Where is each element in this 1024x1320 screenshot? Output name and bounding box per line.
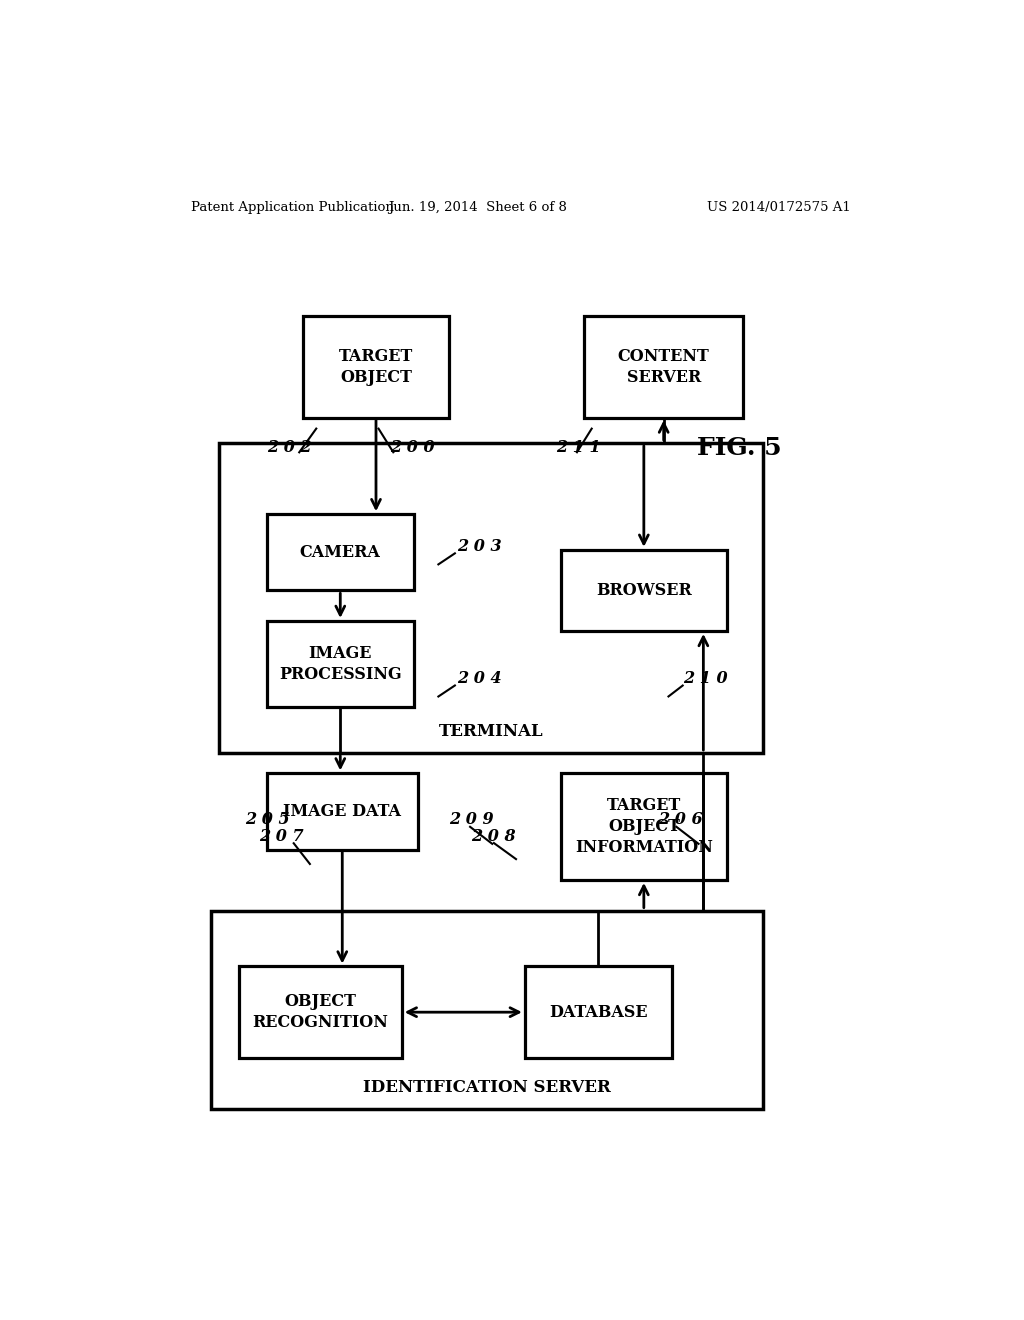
Bar <box>524 966 672 1057</box>
Text: IMAGE
PROCESSING: IMAGE PROCESSING <box>279 645 401 682</box>
Bar <box>303 315 450 417</box>
Bar <box>267 620 414 708</box>
Text: 2 0 9: 2 0 9 <box>450 810 494 828</box>
Text: 2 0 4: 2 0 4 <box>458 671 502 688</box>
Text: DATABASE: DATABASE <box>549 1003 647 1020</box>
Text: 2 1 1: 2 1 1 <box>557 438 601 455</box>
Text: 2 0 7: 2 0 7 <box>259 828 303 845</box>
Text: TARGET
OBJECT: TARGET OBJECT <box>339 347 413 385</box>
Text: 2 0 3: 2 0 3 <box>458 539 502 556</box>
Text: 2 0 8: 2 0 8 <box>471 828 515 845</box>
Text: 2 0 2: 2 0 2 <box>267 438 311 455</box>
Text: BROWSER: BROWSER <box>596 582 692 599</box>
Bar <box>211 911 763 1109</box>
Text: 2 0 6: 2 0 6 <box>658 810 702 828</box>
Text: CAMERA: CAMERA <box>300 544 381 561</box>
Text: US 2014/0172575 A1: US 2014/0172575 A1 <box>707 201 851 214</box>
Bar <box>585 315 743 417</box>
Text: 2 1 0: 2 1 0 <box>684 671 728 688</box>
Text: 2 0 5: 2 0 5 <box>246 810 290 828</box>
Text: CONTENT
SERVER: CONTENT SERVER <box>617 347 710 385</box>
Text: OBJECT
RECOGNITION: OBJECT RECOGNITION <box>253 993 388 1031</box>
Bar <box>267 515 414 590</box>
Bar <box>560 774 727 880</box>
Text: IMAGE DATA: IMAGE DATA <box>284 803 401 820</box>
Text: Jun. 19, 2014  Sheet 6 of 8: Jun. 19, 2014 Sheet 6 of 8 <box>388 201 566 214</box>
Text: FIG. 5: FIG. 5 <box>696 436 781 461</box>
Text: IDENTIFICATION SERVER: IDENTIFICATION SERVER <box>364 1078 611 1096</box>
Text: Patent Application Publication: Patent Application Publication <box>191 201 394 214</box>
Text: TERMINAL: TERMINAL <box>438 723 544 739</box>
Bar <box>267 774 418 850</box>
Bar <box>219 444 763 752</box>
Text: 2 0 0: 2 0 0 <box>390 438 434 455</box>
Bar <box>240 966 401 1057</box>
Text: TARGET
OBJECT
INFORMATION: TARGET OBJECT INFORMATION <box>574 797 713 857</box>
Bar <box>560 549 727 631</box>
